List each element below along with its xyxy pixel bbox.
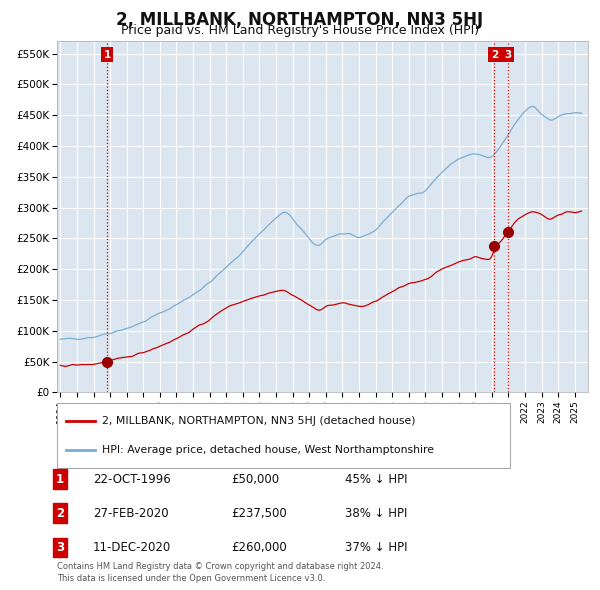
- Text: Price paid vs. HM Land Registry's House Price Index (HPI): Price paid vs. HM Land Registry's House …: [121, 24, 479, 37]
- Text: 11-DEC-2020: 11-DEC-2020: [93, 541, 171, 554]
- Text: 3: 3: [504, 50, 511, 60]
- Text: Contains HM Land Registry data © Crown copyright and database right 2024.
This d: Contains HM Land Registry data © Crown c…: [57, 562, 383, 583]
- Text: 38% ↓ HPI: 38% ↓ HPI: [345, 507, 407, 520]
- Text: 27-FEB-2020: 27-FEB-2020: [93, 507, 169, 520]
- Text: 2, MILLBANK, NORTHAMPTON, NN3 5HJ: 2, MILLBANK, NORTHAMPTON, NN3 5HJ: [116, 11, 484, 29]
- Text: 1: 1: [56, 473, 64, 486]
- Text: 3: 3: [56, 541, 64, 554]
- Text: 2: 2: [491, 50, 498, 60]
- Text: £260,000: £260,000: [231, 541, 287, 554]
- Text: 2: 2: [56, 507, 64, 520]
- Text: £237,500: £237,500: [231, 507, 287, 520]
- Text: 37% ↓ HPI: 37% ↓ HPI: [345, 541, 407, 554]
- Text: £50,000: £50,000: [231, 473, 279, 486]
- Text: 22-OCT-1996: 22-OCT-1996: [93, 473, 171, 486]
- Text: 45% ↓ HPI: 45% ↓ HPI: [345, 473, 407, 486]
- Text: HPI: Average price, detached house, West Northamptonshire: HPI: Average price, detached house, West…: [102, 445, 434, 455]
- Text: 1: 1: [103, 50, 110, 60]
- Text: 2, MILLBANK, NORTHAMPTON, NN3 5HJ (detached house): 2, MILLBANK, NORTHAMPTON, NN3 5HJ (detac…: [102, 416, 415, 426]
